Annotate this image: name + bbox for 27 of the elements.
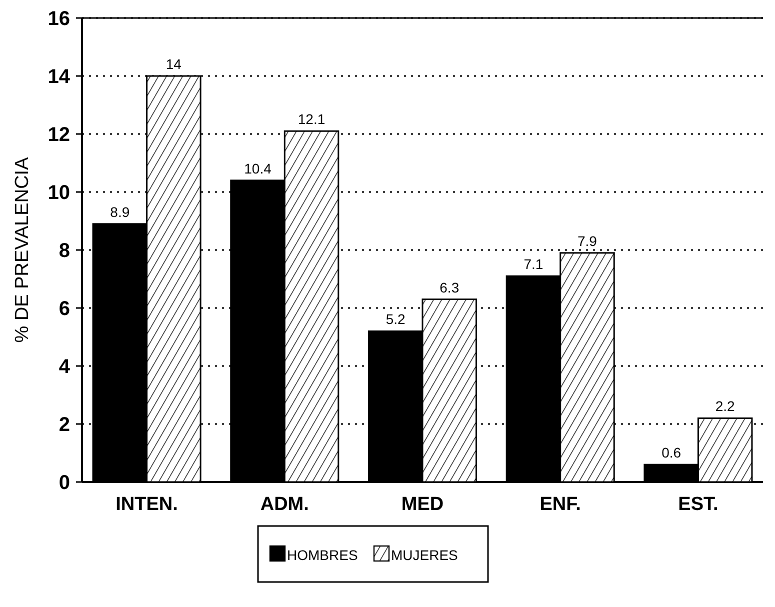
data-label: 2.2 xyxy=(715,398,736,414)
y-tick-label: 8 xyxy=(58,240,70,262)
x-tick-label: ADM. xyxy=(260,494,309,515)
data-label: 0.6 xyxy=(662,444,682,461)
x-tick-label: INTEN. xyxy=(116,494,178,515)
y-tick-label: 0 xyxy=(58,472,70,494)
data-label: 5.2 xyxy=(386,311,406,328)
x-tick-label: MED xyxy=(401,494,444,515)
y-tick-label: 6 xyxy=(58,298,70,320)
y-tick-label: 14 xyxy=(48,66,71,88)
x-tick-label: EST. xyxy=(678,494,718,515)
legend-label: MUJERES xyxy=(391,547,458,563)
x-tick-label: ENF. xyxy=(540,494,581,515)
data-label: 8.9 xyxy=(110,204,130,220)
y-tick-label: 16 xyxy=(48,8,70,30)
legend-label: HOMBRES xyxy=(287,547,358,563)
y-tick-label: 10 xyxy=(48,182,70,204)
data-label: 10.4 xyxy=(244,160,272,176)
y-tick-label: 2 xyxy=(58,414,70,436)
y-tick-label: 4 xyxy=(58,356,71,378)
data-label: 7.9 xyxy=(578,232,598,249)
y-tick-label: 12 xyxy=(48,124,70,146)
y-axis-title: % DE PREVALENCIA xyxy=(12,156,33,343)
data-label: 6.3 xyxy=(440,279,460,296)
data-label: 12.1 xyxy=(298,111,326,128)
data-label: 7.1 xyxy=(524,256,544,272)
data-label: 14 xyxy=(166,56,182,72)
